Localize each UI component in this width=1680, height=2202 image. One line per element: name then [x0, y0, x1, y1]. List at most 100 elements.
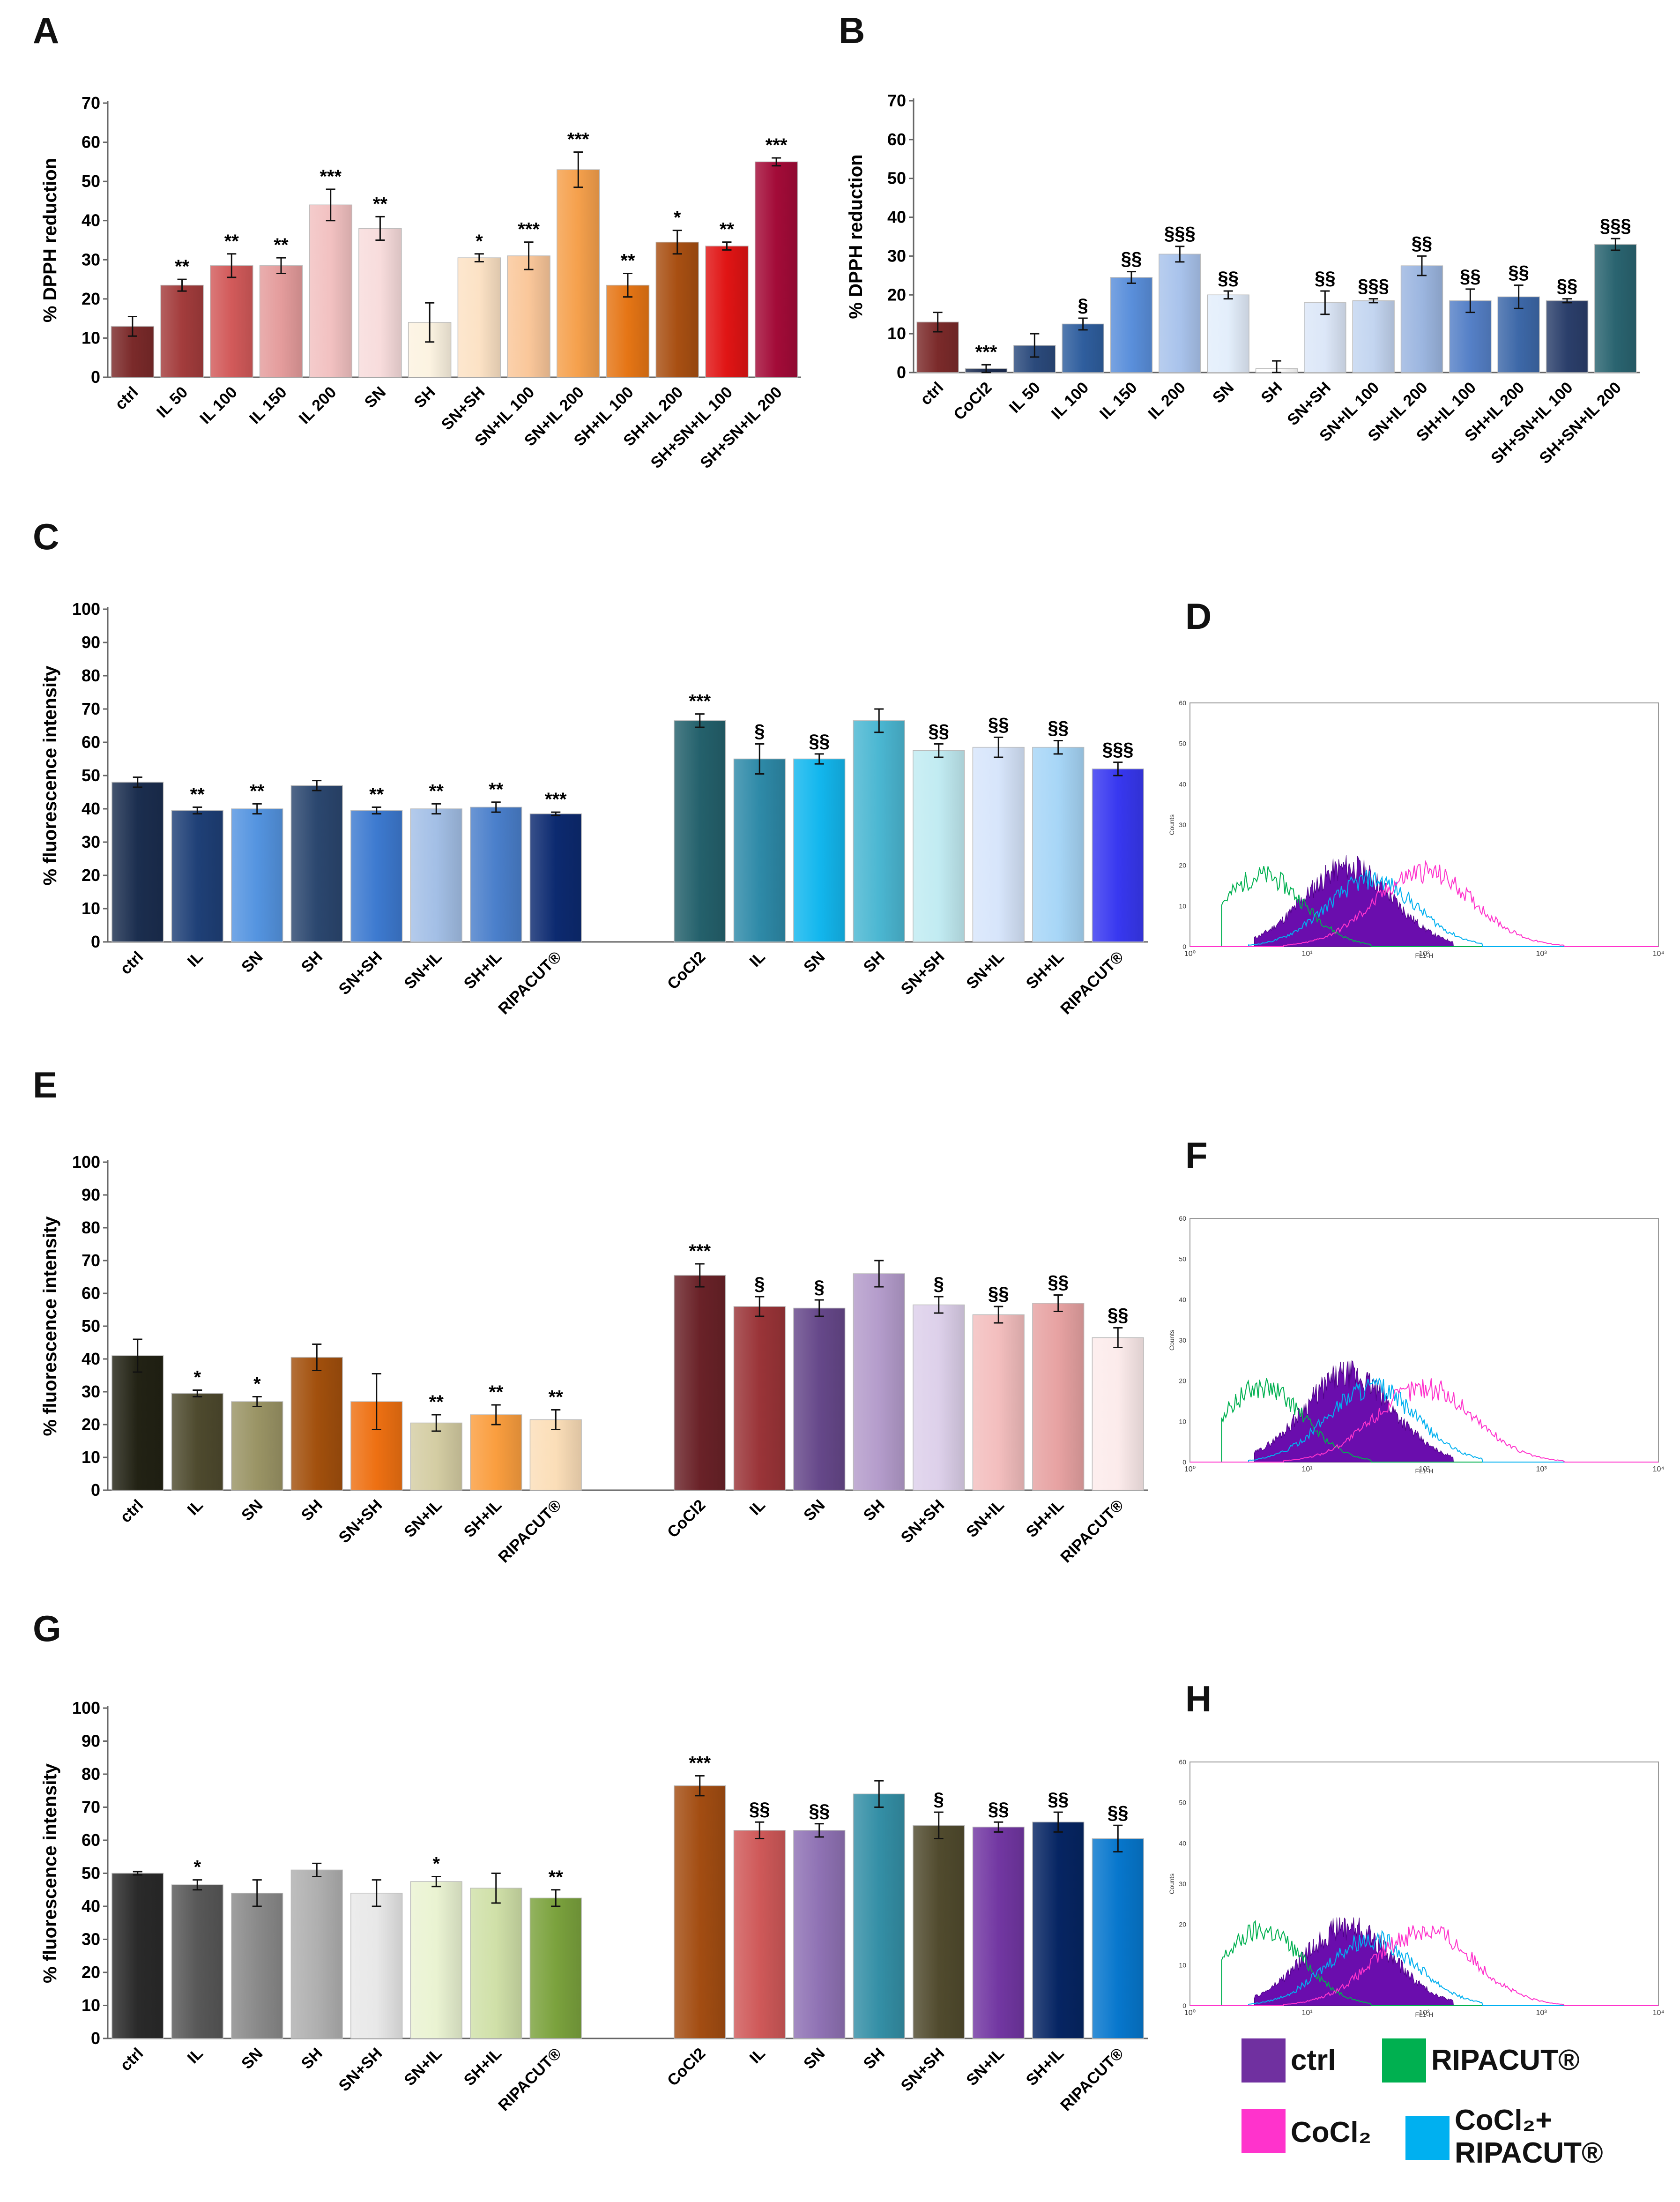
category-label: SN: [238, 2045, 266, 2073]
y-tick-label: 20: [82, 1415, 100, 1434]
significance-label: ***: [518, 219, 540, 240]
flow-y-tick: 0: [1182, 1458, 1186, 1466]
y-axis-label: % DPPH reduction: [846, 154, 866, 319]
significance-label: §: [754, 1274, 765, 1294]
y-tick-label: 40: [82, 211, 100, 230]
significance-label: §§§: [1600, 216, 1631, 236]
category-label: SH: [411, 383, 439, 411]
category-label: SN+IL: [963, 948, 1008, 993]
significance-label: §§§: [1164, 224, 1196, 244]
category-label: RIPACUT®: [495, 2045, 565, 2115]
bar-E-7: [529, 1419, 582, 1491]
significance-label: §§: [1218, 268, 1239, 289]
bar-A-11: [655, 241, 699, 378]
panel-label-H: H: [1185, 1678, 1212, 1719]
significance-label: *: [253, 1374, 261, 1395]
significance-label: **: [489, 1382, 504, 1403]
significance-label: *: [193, 1857, 201, 1878]
significance-label: §§: [988, 714, 1009, 735]
category-label: SH+IL: [1023, 1496, 1068, 1541]
flow-x-tick: 10¹: [1301, 1465, 1312, 1473]
category-label: SH: [860, 2045, 888, 2073]
category-label: IL: [746, 1496, 769, 1519]
y-tick-label: 10: [887, 324, 906, 343]
flow-y-tick: 10: [1179, 902, 1186, 910]
y-tick-label: 70: [887, 91, 906, 110]
significance-label: **: [489, 779, 504, 800]
bar-A-5: [358, 228, 402, 378]
significance-label: §§: [1460, 266, 1481, 287]
significance-label: §: [1078, 295, 1088, 316]
y-tick-label: 30: [887, 246, 906, 265]
y-tick-label: 100: [72, 599, 100, 619]
significance-label: §§: [1315, 268, 1336, 289]
flow-x-tick: 10²: [1419, 1465, 1430, 1473]
flow-x-tick: 10¹: [1301, 950, 1312, 958]
bar-C-0: [112, 782, 164, 942]
bar-G-2: [231, 1893, 283, 2039]
flow-y-tick: 40: [1179, 1296, 1186, 1303]
bar-E-14: [1032, 1303, 1085, 1491]
bar-E-0: [112, 1355, 164, 1491]
bar-B-6: [1207, 294, 1249, 373]
bar-G-9: [733, 1830, 786, 2039]
bar-E-9: [733, 1306, 786, 1491]
category-label: SN+SH: [335, 2045, 386, 2095]
bar-E-3: [290, 1357, 343, 1491]
y-tick-label: 70: [82, 699, 100, 718]
significance-label: §: [754, 721, 765, 742]
legend: ctrl RIPACUT® CoCl₂ CoCl₂+ RIPACUT®: [1241, 2034, 1663, 2188]
significance-label: §: [934, 1789, 944, 1810]
category-label: CoCl2: [664, 948, 709, 993]
significance-label: **: [369, 784, 384, 805]
flow-y-tick: 60: [1179, 1215, 1186, 1222]
bar-C-3: [290, 785, 343, 942]
flow-y-tick: 30: [1179, 1336, 1186, 1344]
flow-x-tick: 10⁴: [1653, 1465, 1665, 1473]
category-label: SN+IL: [401, 2045, 446, 2090]
significance-label: §§: [1557, 276, 1578, 297]
flow-y-tick: 20: [1179, 1377, 1186, 1385]
category-label: SH+IL: [461, 948, 505, 993]
significance-label: **: [549, 1387, 564, 1408]
y-tick-label: 0: [91, 932, 100, 951]
bar-G-7: [529, 1897, 582, 2039]
bar-E-13: [972, 1314, 1025, 1491]
category-label: SH+IL: [1023, 2045, 1068, 2090]
y-axis-label: % DPPH reduction: [40, 158, 60, 322]
y-tick-label: 40: [82, 1896, 100, 1916]
ctrl-filled-histogram: [1254, 1917, 1454, 2006]
y-tick-label: 100: [72, 1152, 100, 1172]
bar-G-12: [913, 1825, 965, 2039]
y-tick-label: 10: [82, 899, 100, 918]
category-label: SN+SH: [335, 948, 386, 999]
category-label: SN+SH: [335, 1496, 386, 1547]
panel-label-F: F: [1185, 1135, 1208, 1176]
cocl2-ripacut-trace: [1190, 1377, 1658, 1463]
category-label: SH: [860, 1496, 888, 1524]
significance-label: **: [175, 256, 190, 277]
chart-panel-B: 0 10 20 30 40 50 60 70 % DPPH reduction ctrl *** Co…: [846, 91, 1640, 467]
panel-label-D: D: [1185, 596, 1212, 637]
category-label: IL: [184, 2045, 207, 2067]
category-label: SH: [860, 948, 888, 976]
significance-label: §§: [988, 1284, 1009, 1304]
category-label: SN+SH: [438, 383, 489, 434]
significance-label: ***: [689, 691, 711, 712]
panel-label-B: B: [839, 10, 865, 51]
panel-label-E: E: [33, 1064, 58, 1105]
y-axis-label: % fluorescence intensity: [40, 665, 60, 886]
category-label: IL 50: [1006, 379, 1044, 417]
legend-swatch-ripacut: [1382, 2038, 1426, 2083]
flow-y-tick: 20: [1179, 862, 1186, 869]
bar-G-3: [290, 1869, 343, 2039]
significance-label: **: [373, 194, 388, 214]
category-label: SN: [800, 948, 828, 976]
significance-label: ***: [975, 342, 997, 362]
bar-A-12: [705, 246, 749, 378]
category-label: IL 200: [296, 383, 340, 428]
category-label: SH+SN+IL 200: [1536, 379, 1625, 467]
flow-x-tick: 10⁴: [1653, 950, 1665, 958]
y-tick-label: 20: [82, 866, 100, 885]
